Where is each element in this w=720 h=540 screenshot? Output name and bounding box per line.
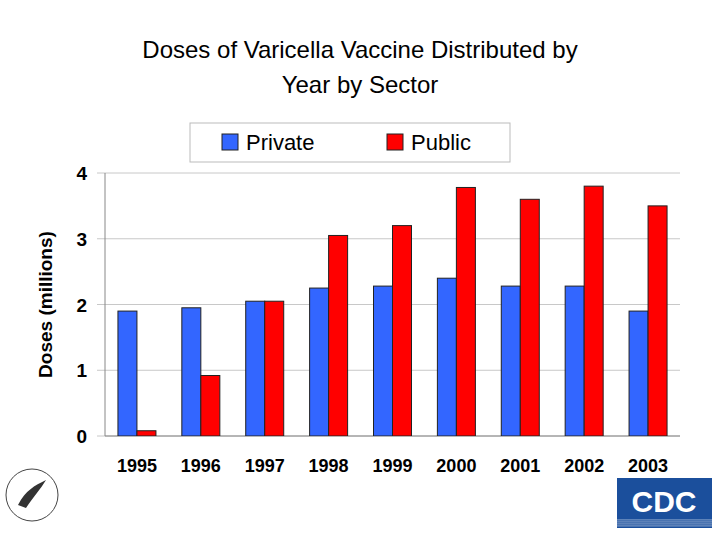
cdc-logo: CDC: [617, 478, 712, 528]
bar: [437, 278, 456, 436]
x-tick-label: 1998: [309, 456, 349, 476]
bars: [118, 186, 667, 436]
grid-line: [97, 173, 680, 174]
legend-swatch: [222, 134, 238, 150]
x-tick-label: 1996: [181, 456, 221, 476]
bar: [501, 286, 520, 436]
x-tick-label: 1997: [245, 456, 285, 476]
bar: [374, 286, 393, 436]
legend-label: Private: [246, 130, 314, 155]
x-tick-label: 1995: [117, 456, 157, 476]
bar: [329, 235, 348, 436]
bar: [246, 301, 265, 436]
bar: [118, 311, 137, 436]
x-tick-label: 2000: [436, 456, 476, 476]
cdc-stripe: [617, 522, 712, 523]
cdc-stripe: [617, 521, 712, 522]
y-tick-label: 2: [76, 295, 87, 316]
hhs-logo: [6, 469, 58, 521]
bar: [584, 186, 603, 436]
hhs-ring: [6, 469, 58, 521]
x-tick-label: 1999: [372, 456, 412, 476]
chart: 0 1 2 3 4 1995 1996 1997 1998 1999 2000 2001 2002 200…: [0, 0, 720, 540]
cdc-text: CDC: [632, 485, 697, 518]
chart-title: Doses of Varicella Vaccine Distributed b…: [120, 32, 600, 102]
bar: [565, 286, 584, 436]
bar: [629, 311, 648, 436]
cdc-stripe: [617, 524, 712, 525]
bar: [393, 226, 412, 436]
bar: [182, 308, 201, 436]
bar: [520, 199, 539, 436]
hhs-bird: [18, 480, 46, 508]
cdc-stripe: [617, 520, 712, 521]
bar: [137, 431, 156, 436]
bar: [265, 301, 284, 436]
cdc-stripe: [617, 526, 712, 527]
legend-swatch: [387, 134, 403, 150]
cdc-stripe: [617, 525, 712, 526]
y-tick-label: 1: [76, 360, 87, 381]
y-tick-label: 3: [76, 229, 87, 250]
cdc-box: [617, 478, 712, 528]
bar: [310, 288, 329, 436]
cdc-stripe: [617, 527, 712, 528]
x-tick-label: 2001: [500, 456, 540, 476]
cdc-stripe: [617, 523, 712, 524]
bar: [648, 206, 667, 436]
y-tick-label: 0: [76, 426, 87, 447]
legend-label: Public: [411, 130, 471, 155]
x-tick-label: 2002: [564, 456, 604, 476]
y-tick-label: 4: [76, 163, 87, 184]
bar: [456, 187, 475, 436]
legend: Private Public: [190, 123, 510, 162]
y-axis: [105, 173, 106, 436]
x-tick-label: 2003: [628, 456, 668, 476]
y-axis-label: Doses (millions): [35, 231, 56, 378]
bar: [201, 376, 220, 436]
legend-box: [190, 123, 510, 162]
